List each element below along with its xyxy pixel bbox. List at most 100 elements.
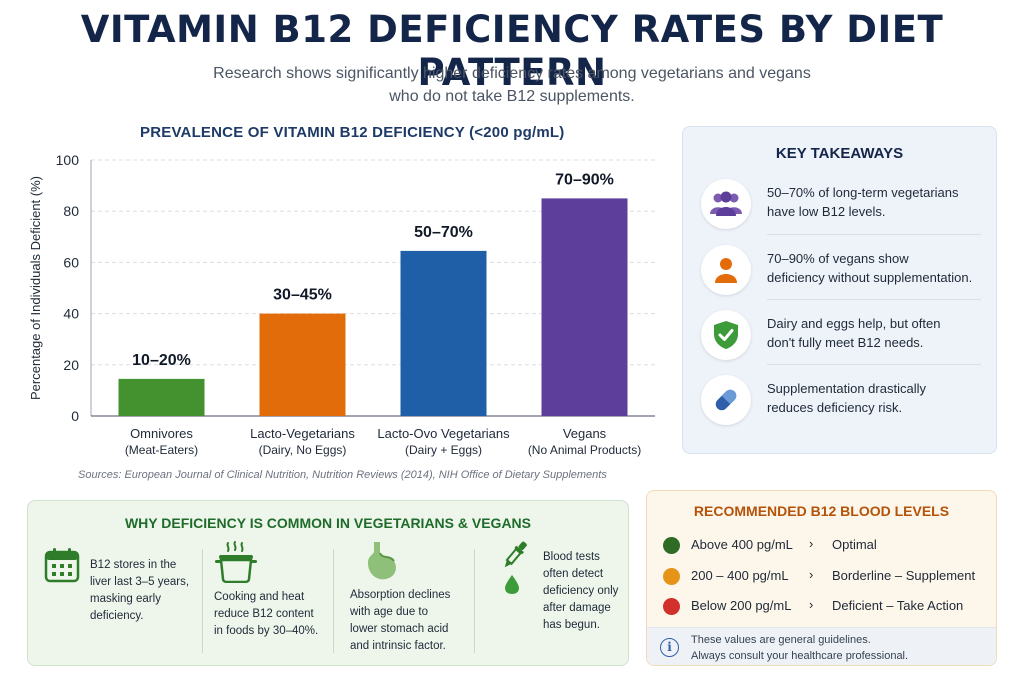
divider <box>767 299 981 300</box>
bar <box>541 198 628 416</box>
level-status: Deficient – Take Action <box>832 598 964 613</box>
data-label: 70–90% <box>555 171 614 188</box>
takeaway-text: reduces deficiency risk. <box>767 400 903 415</box>
y-tick-label: 60 <box>63 254 79 270</box>
divider <box>202 549 203 653</box>
data-label: 10–20% <box>132 352 191 369</box>
y-tick-label: 40 <box>63 306 79 322</box>
why-item: Cooking and heat reduce B12 content in f… <box>214 541 344 659</box>
level-status: Optimal <box>832 537 877 552</box>
takeaway-item: Supplementation drastically reduces defi… <box>701 367 981 431</box>
chevron-right-icon: › <box>809 567 814 582</box>
data-label: 50–70% <box>414 224 473 241</box>
note-text: Always consult your healthcare professio… <box>691 650 909 662</box>
calendar-icon <box>44 547 80 587</box>
why-text: after damage <box>543 602 611 614</box>
sources-note: Sources: European Journal of Clinical Nu… <box>78 469 607 481</box>
level-status: Borderline – Supplement <box>832 568 976 583</box>
cooking-pot-icon <box>214 541 258 587</box>
why-text: reduce B12 content <box>214 608 314 620</box>
info-icon: i <box>660 638 679 657</box>
x-tick-sublabel: (Meat-Eaters) <box>125 443 198 457</box>
subtitle-line-2: who do not take B12 supplements. <box>389 88 635 105</box>
recommended-levels-panel: RECOMMENDED B12 BLOOD LEVELS Above 400 p… <box>646 490 997 666</box>
why-text: B12 stores in the <box>90 559 177 571</box>
y-tick-label: 100 <box>56 152 80 168</box>
level-range: Below 200 pg/mL <box>691 598 792 613</box>
chart-title: PREVALENCE OF VITAMIN B12 DEFICIENCY (<2… <box>140 124 565 141</box>
why-item: B12 stores in the liver last 3–5 years, … <box>44 541 214 659</box>
level-row: Above 400 pg/mL › Optimal <box>661 535 991 557</box>
x-tick-label: Lacto-Vegetarians <box>250 426 355 441</box>
level-range: 200 – 400 pg/mL <box>691 568 789 583</box>
status-dot <box>663 537 680 554</box>
bar <box>400 250 487 416</box>
page-subtitle: Research shows significantly higher defi… <box>0 62 1024 108</box>
why-text: has begun. <box>543 619 600 631</box>
y-tick-label: 80 <box>63 203 79 219</box>
y-axis-label: Percentage of Individuals Deficient (%) <box>28 176 43 400</box>
bar <box>259 313 346 416</box>
status-dot <box>663 568 680 585</box>
why-text: masking early <box>90 593 161 605</box>
takeaway-text: Supplementation drastically <box>767 381 926 396</box>
why-text: deficiency only <box>543 585 619 597</box>
divider <box>767 234 981 235</box>
why-text: and intrinsic factor. <box>350 640 446 652</box>
x-tick-sublabel: (No Animal Products) <box>528 443 641 457</box>
why-text: lower stomach acid <box>350 623 449 635</box>
why-text: with age due to <box>350 606 429 618</box>
x-tick-label: Vegans <box>563 426 607 441</box>
level-range: Above 400 pg/mL <box>691 537 793 552</box>
pill-icon <box>701 375 751 425</box>
chevron-right-icon: › <box>809 536 814 551</box>
why-deficiency-title: WHY DEFICIENCY IS COMMON IN VEGETARIANS … <box>124 515 532 531</box>
takeaway-text: 70–90% of vegans show <box>767 251 909 266</box>
takeaway-text: 50–70% of long-term vegetarians <box>767 185 959 200</box>
bar-chart: 0 20 40 60 80 100 Percentage of Individuals De… <box>28 152 655 457</box>
takeaway-text: don't fully meet B12 needs. <box>767 335 924 350</box>
why-item: Absorption declines with age due to lowe… <box>350 541 480 659</box>
divider <box>474 549 475 653</box>
takeaway-item: 70–90% of vegans show deficiency without… <box>701 237 981 301</box>
why-item: Blood tests often detect deficiency only… <box>496 541 621 659</box>
x-tick-sublabel: (Dairy + Eggs) <box>405 443 482 457</box>
note-text: These values are general guidelines. <box>691 634 871 646</box>
why-text: often detect <box>543 568 604 580</box>
bar <box>118 378 205 416</box>
key-takeaways-panel: KEY TAKEAWAYS 50–70% of long-term vegeta… <box>682 126 997 454</box>
why-text: in foods by 30–40%. <box>214 625 319 637</box>
chevron-right-icon: › <box>809 597 814 612</box>
takeaway-text: deficiency without supplementation. <box>767 270 973 285</box>
takeaway-item: 50–70% of long-term vegetarians have low… <box>701 171 981 235</box>
y-tick-label: 20 <box>63 357 79 373</box>
data-label: 30–45% <box>273 287 332 304</box>
why-text: Absorption declines <box>350 589 451 601</box>
takeaway-text: have low B12 levels. <box>767 204 886 219</box>
recommended-levels-title: RECOMMENDED B12 BLOOD LEVELS <box>693 503 950 519</box>
y-tick-label: 0 <box>71 408 79 424</box>
takeaway-item: Dairy and eggs help, but often don't ful… <box>701 302 981 366</box>
x-tick-sublabel: (Dairy, No Eggs) <box>259 443 347 457</box>
page-title: VITAMIN B12 DEFICIENCY RATES BY DIET PAT… <box>80 8 944 94</box>
stomach-icon <box>364 541 400 587</box>
x-tick-label: Omnivores <box>130 426 193 441</box>
status-dot <box>663 598 680 615</box>
level-row: Below 200 pg/mL › Deficient – Take Actio… <box>661 596 991 618</box>
dropper-icon <box>500 541 530 599</box>
key-takeaways-title: KEY TAKEAWAYS <box>775 145 904 162</box>
person-icon <box>701 245 751 295</box>
people-icon <box>701 179 751 229</box>
takeaway-text: Dairy and eggs help, but often <box>767 316 941 331</box>
divider <box>767 364 981 365</box>
shield-check-icon <box>701 310 751 360</box>
why-text: liver last 3–5 years, <box>90 576 190 588</box>
guideline-note: i These values are general guidelines. A… <box>647 627 996 665</box>
why-text: deficiency. <box>90 610 144 622</box>
subtitle-line-1: Research shows significantly higher defi… <box>213 65 811 82</box>
why-deficiency-panel: WHY DEFICIENCY IS COMMON IN VEGETARIANS … <box>27 500 629 666</box>
divider <box>333 549 334 653</box>
x-tick-label: Lacto-Ovo Vegetarians <box>377 426 510 441</box>
level-row: 200 – 400 pg/mL › Borderline – Supplemen… <box>661 566 991 588</box>
why-text: Blood tests <box>543 551 600 563</box>
